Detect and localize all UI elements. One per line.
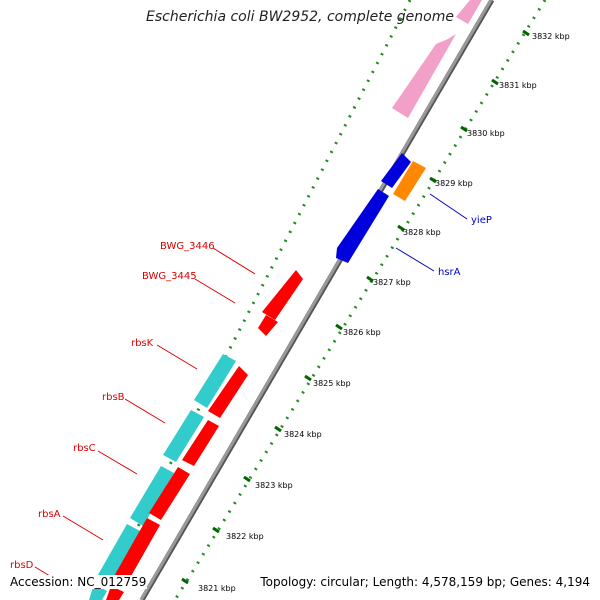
kbp-label: 3828 kbp	[403, 228, 441, 237]
label-rbsC: rbsC	[73, 443, 96, 454]
gene-rbsK[interactable]	[194, 354, 236, 408]
label-hsrA: hsrA	[438, 267, 461, 278]
leader-rbsB	[124, 398, 166, 424]
tick-3825	[304, 374, 312, 382]
kbp-label: 3821 kbp	[198, 584, 236, 593]
leader-bwg-3445	[194, 278, 236, 304]
kbp-label: 3829 kbp	[435, 179, 473, 188]
gene-blue-1[interactable]	[381, 153, 411, 188]
leader-bwg-3446	[212, 247, 256, 275]
kbp-label: 3823 kbp	[255, 481, 293, 490]
kbp-tick-marks	[181, 29, 530, 585]
kbp-label: 3827 kbp	[373, 278, 411, 287]
label-bwg-3446: BWG_3446	[160, 241, 215, 252]
leader-yieP	[429, 193, 468, 220]
gene-rbsA[interactable]	[95, 524, 140, 588]
gene-red-rbsC-strand[interactable]	[149, 467, 190, 520]
genome-backbone	[139, 0, 493, 600]
gene-red-rbsB-strand[interactable]	[182, 420, 219, 466]
leader-rbsK	[156, 344, 198, 370]
label-rbsA: rbsA	[38, 509, 61, 520]
leader-rbsC	[97, 450, 138, 475]
label-rbsK: rbsK	[131, 338, 154, 349]
kbp-label: 3825 kbp	[313, 379, 351, 388]
label-yieP: yieP	[471, 215, 492, 226]
gene-red-rbsK-strand[interactable]	[208, 366, 248, 418]
kbp-label: 3832 kbp	[532, 32, 570, 41]
gene-rbsC[interactable]	[130, 466, 174, 526]
genome-summary-text: Topology: circular; Length: 4,578,159 bp…	[259, 575, 591, 589]
gene-pink-1[interactable]	[456, 0, 482, 24]
gene-orange[interactable]	[393, 161, 426, 201]
tick-3828	[397, 224, 405, 232]
kbp-label: 3830 kbp	[467, 129, 505, 138]
kbp-label: 3826 kbp	[343, 328, 381, 337]
tick-3827	[366, 275, 374, 283]
gene-red-rbsA-strand[interactable]	[113, 518, 160, 585]
gene-bwg-3446[interactable]	[262, 270, 303, 320]
tick-3831	[491, 78, 499, 86]
label-bwg-3445: BWG_3445	[142, 271, 197, 282]
kbp-label: 3822 kbp	[226, 532, 264, 541]
tick-3822	[212, 526, 220, 534]
tick-3823	[243, 475, 251, 483]
tick-3832	[522, 29, 530, 37]
gene-pink-2[interactable]	[392, 34, 456, 118]
tick-3830	[460, 125, 468, 133]
map-title: Escherichia coli BW2952, complete genome	[146, 9, 454, 25]
accession-text: Accession: NC_012759	[9, 575, 148, 589]
tick-3826	[335, 323, 343, 331]
leader-rbsA	[62, 515, 104, 541]
leader-hsrA	[395, 247, 435, 272]
kbp-label: 3824 kbp	[284, 430, 322, 439]
gene-bwg-3445[interactable]	[258, 315, 278, 336]
kbp-label: 3831 kbp	[499, 81, 537, 90]
tick-3821	[181, 577, 189, 585]
tick-3824	[274, 425, 282, 433]
gene-red-rbsD-strand[interactable]	[106, 586, 124, 600]
tick-3829	[429, 176, 437, 184]
gene-blue-2[interactable]	[336, 189, 389, 263]
gene-rbsB[interactable]	[163, 410, 204, 462]
label-rbsD: rbsD	[10, 560, 34, 571]
label-rbsB: rbsB	[102, 392, 125, 403]
